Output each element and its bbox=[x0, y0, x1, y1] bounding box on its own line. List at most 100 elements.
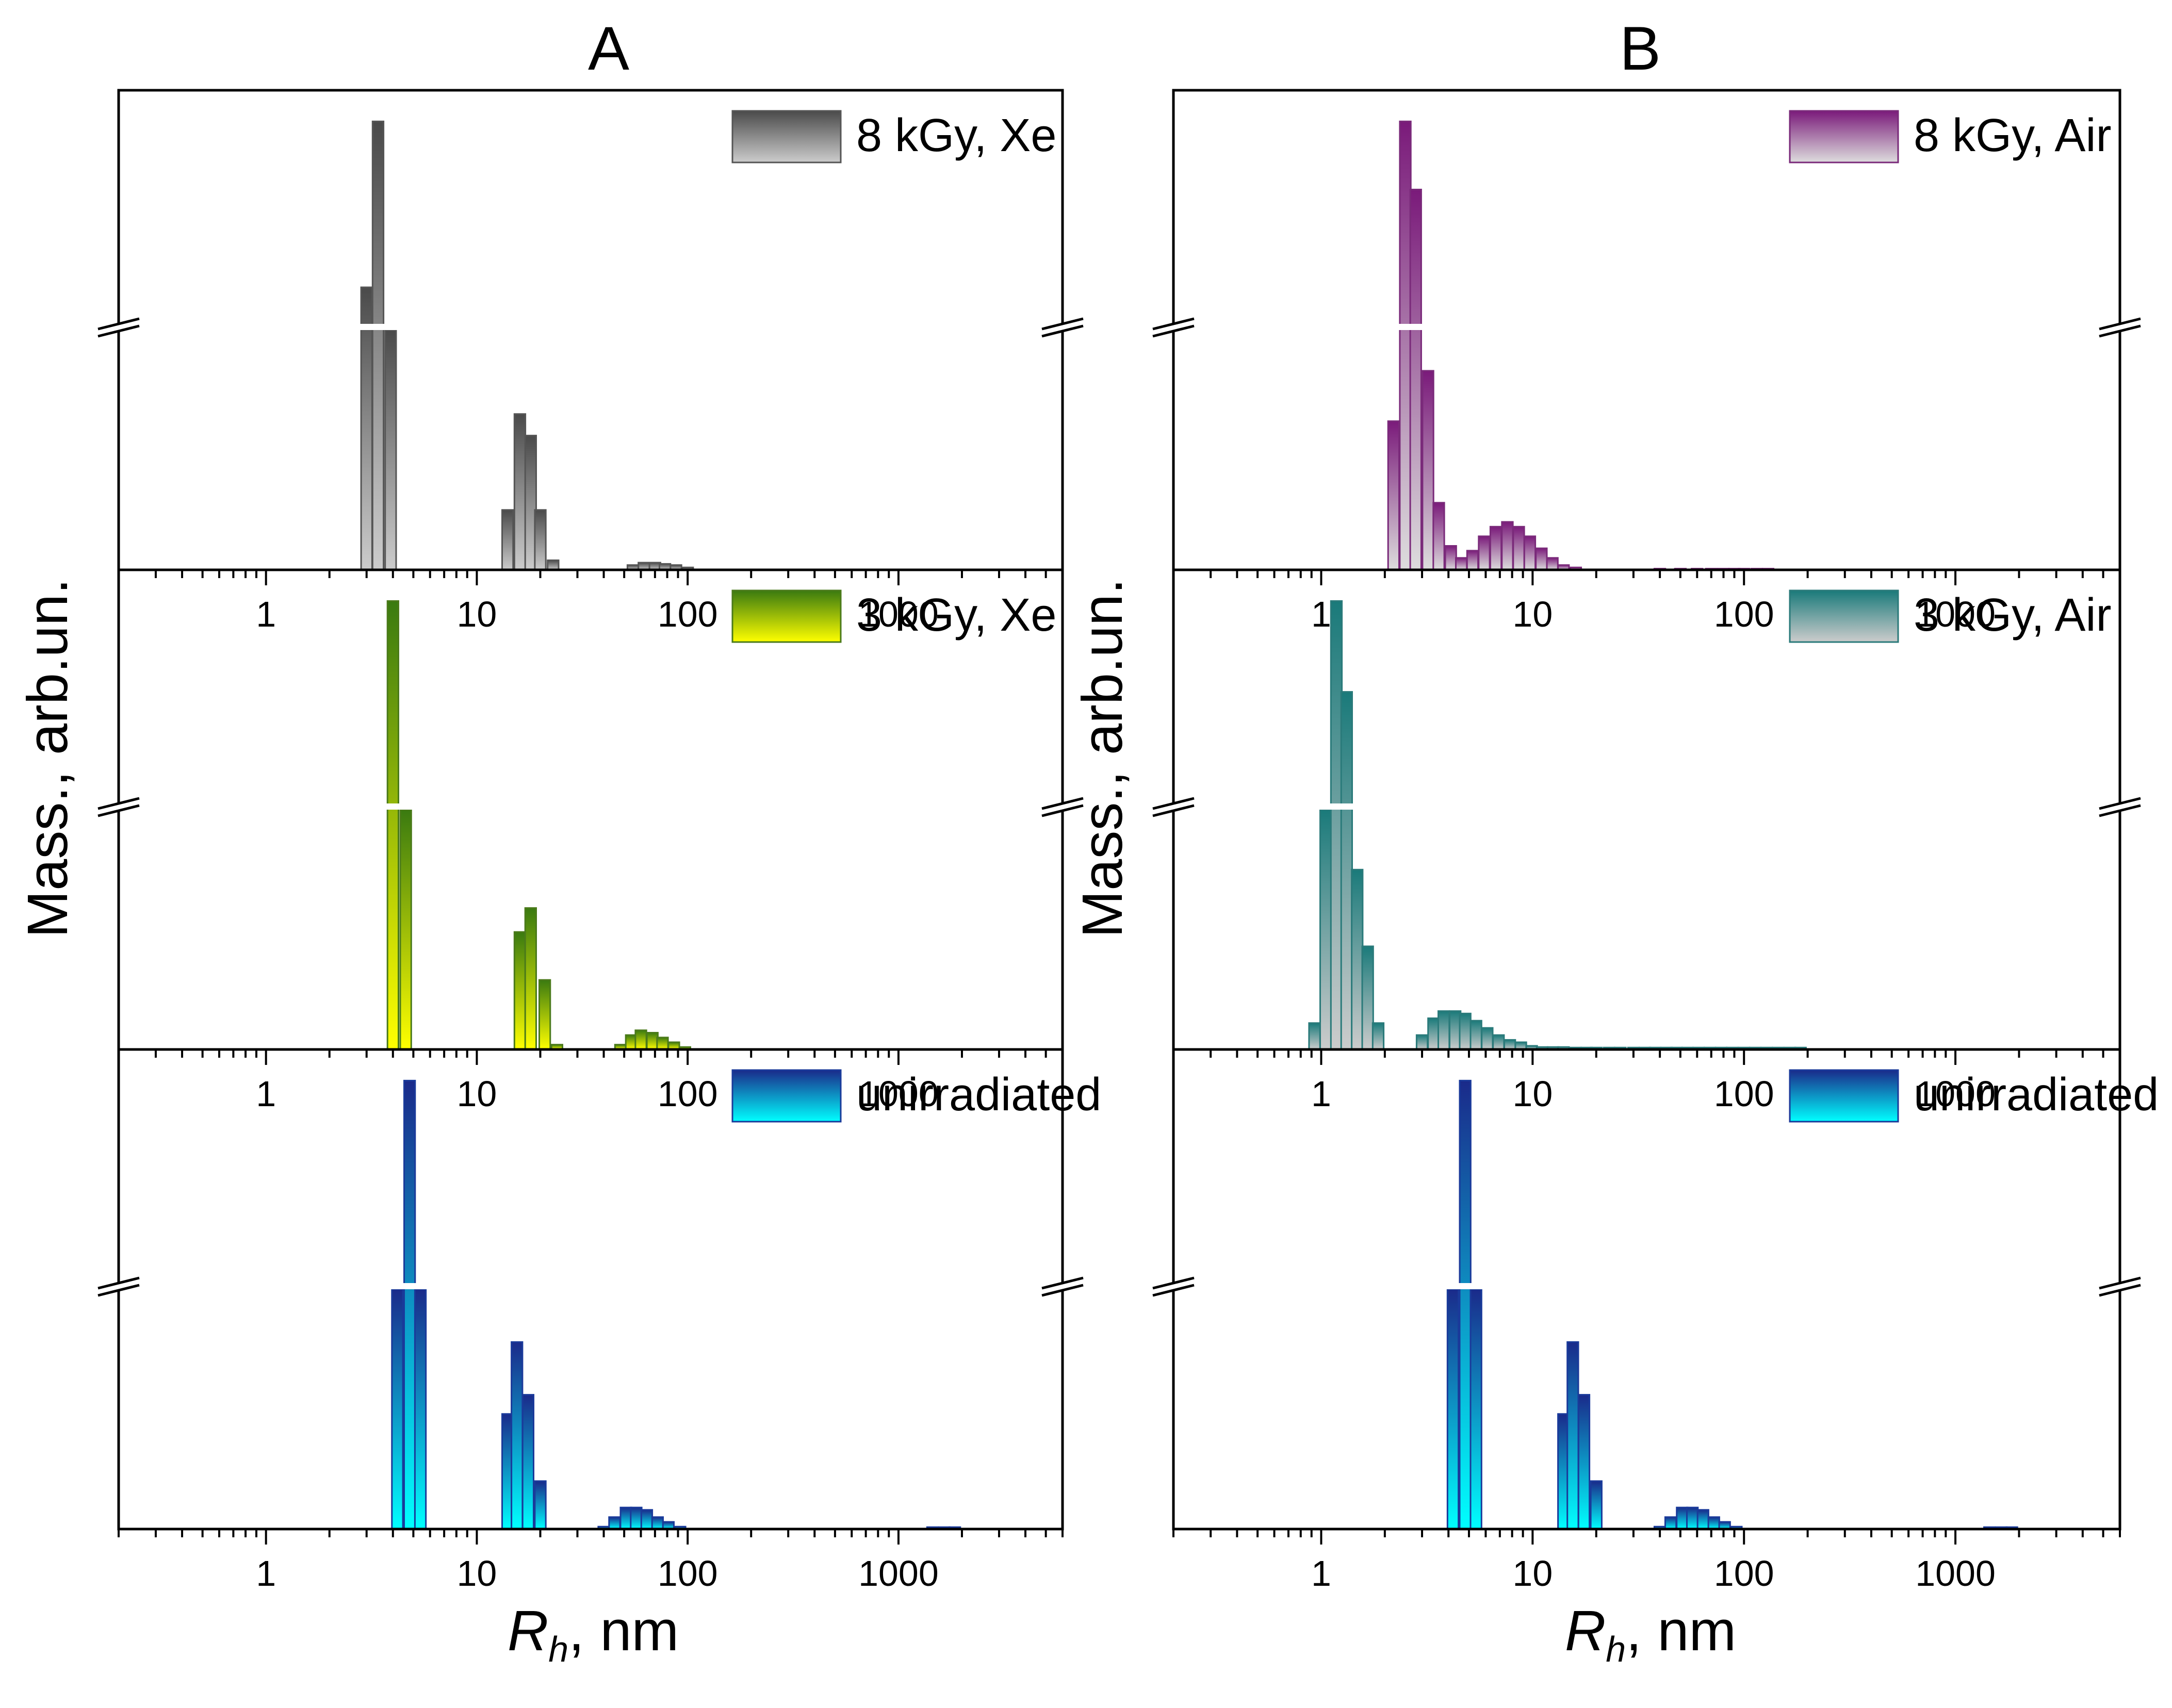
bar bbox=[1566, 1341, 1579, 1530]
bar bbox=[524, 907, 537, 1050]
break-mark-right bbox=[2099, 1276, 2141, 1297]
panel-a-1: 1 10 100 1000 8 kGy, Xe bbox=[97, 89, 1084, 634]
panel-b-6: 1 10 100 1000 unirradiated bbox=[1152, 1048, 2159, 1594]
bar bbox=[1371, 1022, 1385, 1050]
bar bbox=[391, 1288, 404, 1530]
bar bbox=[371, 120, 385, 571]
bar bbox=[1427, 1017, 1440, 1050]
x-tick-label: 100 bbox=[1714, 1074, 1774, 1114]
x-tick-label: 100 bbox=[658, 594, 718, 634]
x-tick-label: 100 bbox=[1714, 594, 1774, 634]
x-tick-label: 1000 bbox=[858, 1074, 939, 1114]
legend-label: 3 kGy, Air bbox=[1914, 589, 2111, 641]
bar bbox=[414, 1288, 427, 1530]
axis-break-gap bbox=[1174, 1283, 2119, 1289]
x-tick-label: 1 bbox=[256, 594, 276, 634]
bar bbox=[1546, 557, 1559, 571]
break-mark-left bbox=[1152, 797, 1195, 817]
x-tick-label: 10 bbox=[1512, 594, 1553, 634]
legend-swatch bbox=[731, 589, 842, 643]
bar bbox=[1469, 1020, 1482, 1050]
xlabel-a-subscript: h bbox=[548, 1629, 568, 1669]
bar bbox=[501, 509, 514, 571]
bar bbox=[619, 1506, 632, 1530]
x-tick-label: 1000 bbox=[858, 594, 939, 634]
bar bbox=[534, 509, 547, 571]
bar bbox=[384, 329, 397, 571]
bar bbox=[1492, 1034, 1505, 1050]
panel-b-4: 1 10 100 1000 8 kGy, Air bbox=[1152, 89, 2141, 634]
legend-label: unirradiated bbox=[1914, 1069, 2159, 1121]
break-mark-left bbox=[1152, 317, 1195, 338]
break-mark-right bbox=[2099, 797, 2141, 817]
break-mark-left bbox=[97, 797, 140, 817]
xlabel-a: Rh, nm bbox=[508, 1599, 679, 1669]
bar bbox=[1361, 945, 1374, 1050]
bar bbox=[630, 1506, 643, 1530]
legend-swatch bbox=[1789, 1069, 1899, 1123]
ylabel-b: Mass., arb.un. bbox=[1071, 579, 1134, 938]
x-tick-label: 10 bbox=[457, 1074, 497, 1114]
bar bbox=[1466, 550, 1479, 571]
bar bbox=[1590, 1480, 1603, 1530]
bar bbox=[513, 931, 527, 1050]
legend-swatch bbox=[1789, 589, 1899, 643]
break-mark-left bbox=[1152, 1276, 1195, 1297]
bar bbox=[640, 1509, 654, 1530]
legend: 8 kGy, Air bbox=[1789, 110, 2111, 163]
legend: 3 kGy, Xe bbox=[731, 589, 1056, 643]
bar bbox=[1478, 535, 1491, 571]
x-tick-label: 1000 bbox=[1915, 594, 1996, 634]
bar bbox=[1686, 1506, 1699, 1530]
bar bbox=[1319, 809, 1332, 1050]
bar bbox=[534, 1480, 547, 1530]
bar bbox=[1512, 525, 1525, 571]
bar bbox=[1387, 420, 1400, 571]
break-mark-right bbox=[1041, 797, 1084, 817]
bar bbox=[1504, 1039, 1516, 1050]
bar bbox=[1415, 1034, 1429, 1050]
bar bbox=[1523, 535, 1537, 571]
ylabel-a: Mass., arb.un. bbox=[16, 579, 79, 938]
bar bbox=[1409, 189, 1422, 571]
bar bbox=[1330, 600, 1343, 1050]
bar bbox=[634, 1029, 647, 1050]
legend-label: 3 kGy, Xe bbox=[856, 589, 1056, 641]
bar bbox=[1535, 547, 1548, 571]
bar bbox=[646, 1032, 659, 1050]
bar bbox=[651, 1516, 664, 1530]
legend: unirradiated bbox=[1789, 1069, 2159, 1123]
legend-label: 8 kGy, Air bbox=[1914, 110, 2111, 161]
panel-title-a: A bbox=[588, 14, 629, 83]
axis-break-gap bbox=[120, 324, 1061, 330]
x-tick-label: 1 bbox=[1311, 1553, 1331, 1594]
xlabel-a-unit: , nm bbox=[568, 1599, 679, 1663]
break-mark-left bbox=[97, 1276, 140, 1297]
bar bbox=[1664, 1516, 1677, 1530]
bar bbox=[538, 979, 551, 1050]
x-tick-label: 10 bbox=[1512, 1074, 1553, 1114]
bar bbox=[513, 413, 527, 571]
legend-swatch bbox=[731, 110, 842, 163]
x-tick-label: 100 bbox=[658, 1553, 718, 1594]
bar bbox=[521, 1394, 535, 1530]
bar bbox=[1469, 1288, 1482, 1530]
bar bbox=[1459, 1012, 1472, 1050]
x-tick-label: 1000 bbox=[858, 1553, 939, 1594]
bar bbox=[656, 1037, 669, 1050]
bar bbox=[1707, 1516, 1720, 1530]
x-tick-label: 1 bbox=[1311, 594, 1331, 634]
break-mark-right bbox=[1041, 1276, 1084, 1297]
bar bbox=[1459, 1079, 1472, 1530]
bar bbox=[403, 1079, 416, 1530]
break-mark-right bbox=[1041, 317, 1084, 338]
x-tick-label: 10 bbox=[457, 1553, 497, 1594]
panel-title-b: B bbox=[1620, 14, 1661, 83]
bar bbox=[608, 1516, 621, 1530]
x-tick-label: 1000 bbox=[1915, 1553, 1996, 1594]
xlabel-b-subscript: h bbox=[1606, 1629, 1626, 1669]
axis-break-gap bbox=[1174, 803, 2119, 810]
x-tick-label: 1 bbox=[1311, 1074, 1331, 1114]
